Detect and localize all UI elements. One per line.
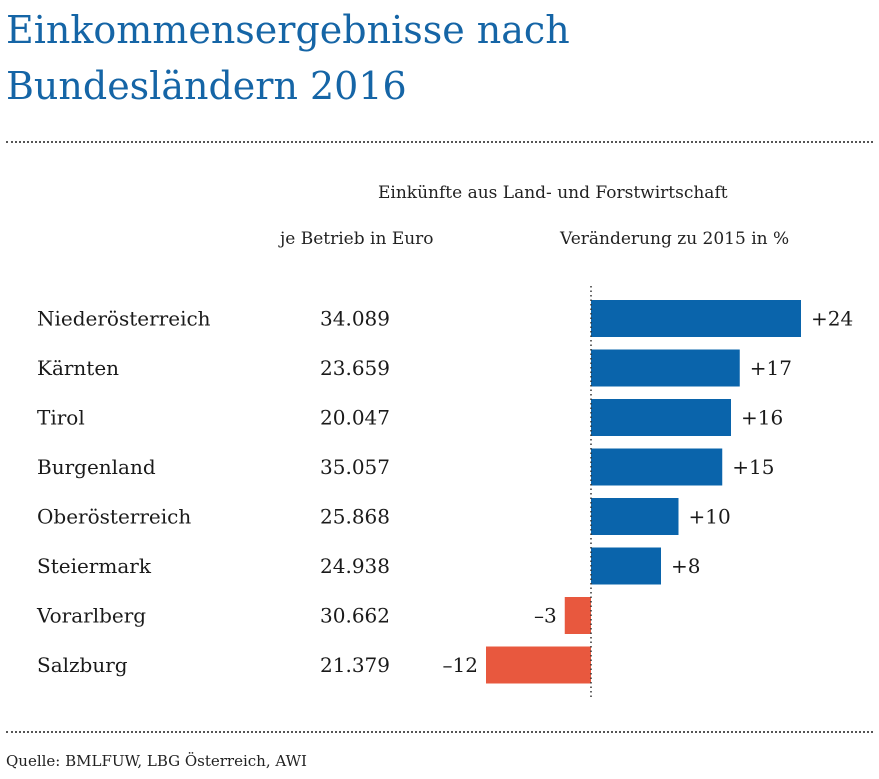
change-bar [591, 399, 731, 436]
change-bar [591, 448, 723, 486]
top-divider [6, 141, 873, 143]
category-label: Salzburg [37, 653, 128, 677]
change-bar [564, 597, 591, 634]
change-bar [591, 349, 740, 387]
income-value: 25.868 [320, 505, 390, 529]
change-bar [591, 547, 661, 585]
change-bar [591, 300, 801, 337]
income-value: 20.047 [320, 406, 390, 430]
category-label: Oberösterreich [37, 505, 191, 529]
change-column-header: Veränderung zu 2015 in % [560, 229, 790, 249]
income-value: 21.379 [320, 653, 390, 677]
category-label: Tirol [37, 406, 85, 430]
income-value: 23.659 [320, 356, 390, 380]
change-data-label: +15 [732, 455, 774, 479]
category-label: Niederösterreich [37, 307, 211, 331]
change-data-label: +10 [689, 505, 731, 529]
value-column-header: je Betrieb in Euro [280, 229, 434, 249]
change-data-label: +16 [741, 406, 783, 430]
source-note: Quelle: BMLFUW, LBG Österreich, AWI [6, 752, 307, 770]
change-data-label: –12 [443, 653, 478, 677]
income-value: 24.938 [320, 554, 390, 578]
bottom-divider [6, 731, 873, 733]
change-data-label: +8 [671, 554, 700, 578]
category-label: Steiermark [37, 554, 152, 578]
change-data-label: +17 [750, 356, 792, 380]
category-label: Kärnten [37, 356, 119, 380]
group-header: Einkünfte aus Land- und Forstwirtschaft [378, 183, 728, 203]
income-value: 35.057 [320, 455, 390, 479]
chart-title: Einkommensergebnisse nach Bundesländern … [6, 8, 570, 108]
income-value: 30.662 [320, 604, 390, 628]
category-label: Burgenland [37, 455, 156, 479]
category-label: Vorarlberg [36, 604, 146, 628]
income-value: 34.089 [320, 307, 390, 331]
change-bar [591, 498, 679, 535]
change-data-label: –3 [534, 604, 557, 628]
change-data-label: +24 [811, 307, 853, 331]
bar-chart: Niederösterreich 34.089 +24 Kärnten 23.659 +1… [36, 286, 853, 698]
change-bar [486, 646, 591, 684]
